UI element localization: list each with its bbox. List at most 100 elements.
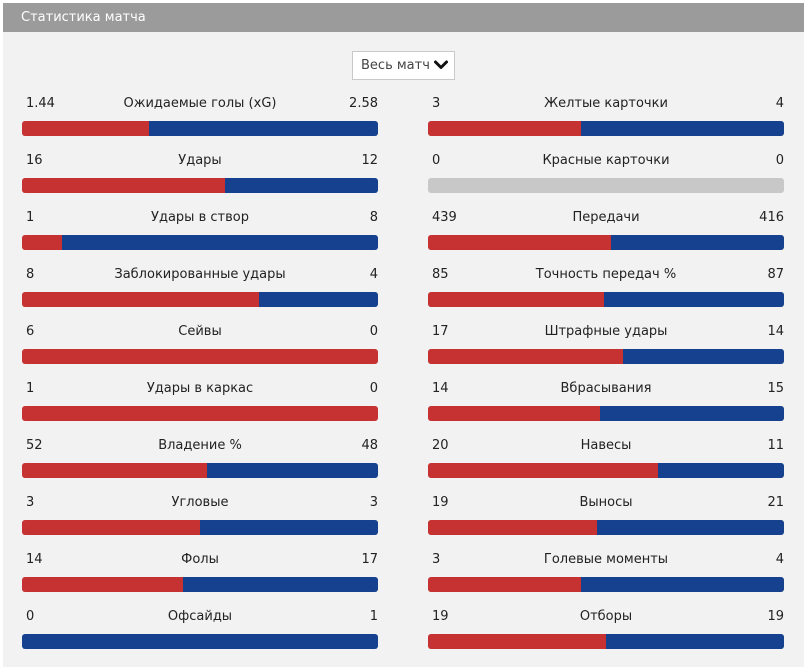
stat-bar-home — [428, 634, 606, 649]
match-stats-panel: Статистика матча Весь матч Ожидаемые гол… — [3, 3, 804, 667]
stat-away-value: 87 — [767, 267, 784, 282]
stat-bar-away — [597, 520, 784, 535]
stat-bar-away — [623, 349, 784, 364]
stat-row: Сейвы 6 0 — [22, 320, 378, 344]
stat-item: Удары 16 12 — [22, 149, 378, 206]
stat-label: Красные карточки — [542, 153, 670, 168]
stat-home-value: 8 — [26, 267, 35, 282]
stat-away-value: 8 — [369, 210, 378, 225]
stat-row: Штрафные удары 17 14 — [428, 320, 784, 344]
stat-row: Фолы 14 17 — [22, 548, 378, 572]
stat-bar-away — [580, 577, 784, 592]
stat-row: Удары 16 12 — [22, 149, 378, 173]
stat-label: Заблокированные удары — [114, 267, 286, 282]
stat-row: Голевые моменты 3 4 — [428, 548, 784, 572]
stat-label: Ожидаемые голы (xG) — [123, 96, 277, 111]
stat-away-value: 4 — [775, 96, 784, 111]
stats-column-right: Желтые карточки 3 4 Красные карточки 0 0 Перед… — [428, 92, 784, 662]
stat-comparison-bar — [428, 463, 784, 478]
stat-label: Сейвы — [178, 324, 222, 339]
stat-comparison-bar — [22, 235, 378, 250]
stat-comparison-bar — [22, 463, 378, 478]
stat-label: Фолы — [181, 552, 219, 567]
stat-home-value: 1 — [26, 381, 35, 396]
stat-home-value: 3 — [26, 495, 35, 510]
stat-row: Удары в каркас 1 0 — [22, 377, 378, 401]
stat-row: Навесы 20 11 — [428, 434, 784, 458]
stat-away-value: 4 — [369, 267, 378, 282]
stat-item: Сейвы 6 0 — [22, 320, 378, 377]
stat-home-value: 1.44 — [26, 96, 55, 111]
stat-label: Точность передач % — [535, 267, 677, 282]
stat-bar-away — [259, 292, 378, 307]
stat-item: Вбрасывания 14 15 — [428, 377, 784, 434]
stat-item: Офсайды 0 1 — [22, 605, 378, 662]
stat-item: Фолы 14 17 — [22, 548, 378, 605]
stat-away-value: 12 — [361, 153, 378, 168]
stat-item: Удары в створ 1 8 — [22, 206, 378, 263]
stat-comparison-bar — [22, 121, 378, 136]
stat-comparison-bar — [428, 577, 784, 592]
stat-row: Ожидаемые голы (xG) 1.44 2.58 — [22, 92, 378, 116]
stat-bar-home — [22, 292, 260, 307]
stat-item: Штрафные удары 17 14 — [428, 320, 784, 377]
stat-bar-away — [603, 292, 784, 307]
stat-home-value: 19 — [432, 495, 449, 510]
stat-row: Удары в створ 1 8 — [22, 206, 378, 230]
stat-away-value: 3 — [369, 495, 378, 510]
stat-bar-home — [22, 463, 208, 478]
stat-item: Ожидаемые голы (xG) 1.44 2.58 — [22, 92, 378, 149]
stat-bar-home — [428, 406, 600, 421]
stat-label: Удары в каркас — [146, 381, 254, 396]
stat-away-value: 17 — [361, 552, 378, 567]
stat-row: Выносы 19 21 — [428, 491, 784, 515]
stat-comparison-bar — [22, 520, 378, 535]
period-select[interactable]: Весь матч — [352, 51, 455, 80]
stat-away-value: 416 — [759, 210, 784, 225]
stat-bar-away — [207, 463, 378, 478]
stat-bar-away — [580, 121, 784, 136]
stat-home-value: 52 — [26, 438, 43, 453]
stat-comparison-bar — [22, 634, 378, 649]
stat-row: Отборы 19 19 — [428, 605, 784, 629]
stat-home-value: 85 — [432, 267, 449, 282]
stat-home-value: 14 — [432, 381, 449, 396]
stat-comparison-bar — [428, 178, 784, 193]
stat-home-value: 1 — [26, 210, 35, 225]
stat-bar-home — [428, 235, 611, 250]
stat-bar-away — [22, 634, 378, 649]
stat-away-value: 11 — [767, 438, 784, 453]
stat-label: Угловые — [171, 495, 229, 510]
stat-item: Угловые 3 3 — [22, 491, 378, 548]
stat-bar-away — [61, 235, 378, 250]
stat-home-value: 17 — [432, 324, 449, 339]
stat-label: Передачи — [572, 210, 640, 225]
stat-label: Владение % — [158, 438, 242, 453]
stat-item: Удары в каркас 1 0 — [22, 377, 378, 434]
stat-label: Штрафные удары — [544, 324, 668, 339]
stat-item: Голевые моменты 3 4 — [428, 548, 784, 605]
stat-row: Красные карточки 0 0 — [428, 149, 784, 173]
panel-title: Статистика матча — [3, 3, 804, 32]
stat-bar-away — [657, 463, 784, 478]
stat-home-value: 0 — [26, 609, 35, 624]
stat-item: Навесы 20 11 — [428, 434, 784, 491]
stat-bar-home — [428, 121, 581, 136]
stat-bar-away — [606, 634, 784, 649]
stat-item: Владение % 52 48 — [22, 434, 378, 491]
stat-away-value: 21 — [767, 495, 784, 510]
stat-row: Владение % 52 48 — [22, 434, 378, 458]
chevron-down-icon — [434, 60, 448, 69]
stat-row: Угловые 3 3 — [22, 491, 378, 515]
stat-comparison-bar — [22, 349, 378, 364]
stat-label: Вбрасывания — [560, 381, 652, 396]
stat-away-value: 19 — [767, 609, 784, 624]
stat-home-value: 439 — [432, 210, 457, 225]
stat-home-value: 14 — [26, 552, 43, 567]
stat-away-value: 0 — [369, 381, 378, 396]
stat-row: Передачи 439 416 — [428, 206, 784, 230]
stat-item: Красные карточки 0 0 — [428, 149, 784, 206]
stat-row: Точность передач % 85 87 — [428, 263, 784, 287]
stat-bar-home — [428, 577, 581, 592]
stats-column-left: Ожидаемые голы (xG) 1.44 2.58 Удары 16 12 Удар… — [22, 92, 378, 662]
